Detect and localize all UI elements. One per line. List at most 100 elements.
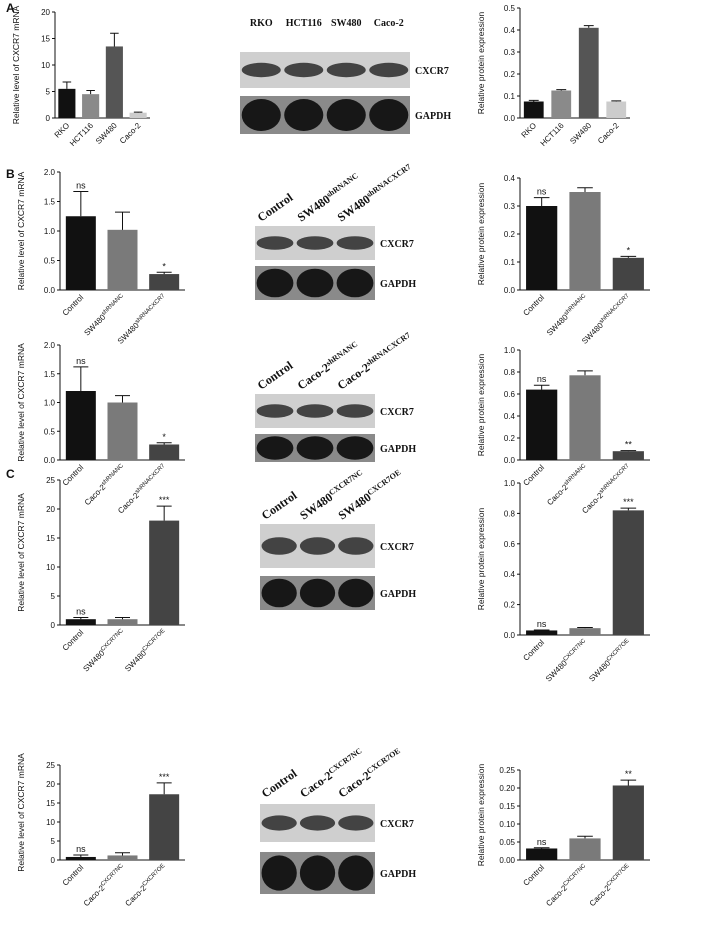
- category-superscript: CXCR7OE: [142, 628, 167, 653]
- significance-label: ns: [537, 837, 547, 847]
- significance-label: **: [625, 440, 633, 450]
- bar: [569, 192, 601, 290]
- bar: [149, 444, 180, 460]
- category-name: Caco-2: [118, 121, 143, 146]
- y-tick-label: 0.1: [504, 92, 516, 101]
- band-label: CXCR7: [380, 407, 414, 418]
- blot-band: [261, 537, 297, 555]
- y-tick-label: 15: [46, 534, 55, 543]
- category-superscript: CXCR7OE: [142, 863, 167, 888]
- band-label: GAPDH: [380, 869, 416, 880]
- lane-superscript: CXCR7OE: [365, 746, 402, 776]
- blot-band: [326, 62, 366, 78]
- lane-label: RKO: [250, 18, 273, 29]
- y-tick-label: 2.0: [44, 168, 56, 177]
- x-tick-label: Control: [521, 638, 546, 663]
- category-name: HCT116: [539, 121, 566, 148]
- blot-band: [299, 578, 336, 608]
- y-axis-label: Relative level of CXCR7 mRNA: [11, 5, 21, 124]
- y-axis-label: Relative level of CXCR7 mRNA: [16, 493, 26, 612]
- category-superscript: shRNANC: [101, 293, 125, 317]
- significance-label: ns: [537, 619, 547, 629]
- error-bar: [583, 25, 594, 28]
- category-name: Caco-2: [596, 121, 621, 146]
- significance-label: ns: [537, 187, 547, 197]
- significance-label: ***: [623, 497, 634, 507]
- category-superscript: shRNACXCR7: [599, 293, 632, 326]
- lane-superscript: CXCR7NC: [326, 746, 363, 776]
- y-tick-label: 0.4: [504, 570, 516, 579]
- lane-label: Caco-2: [374, 18, 404, 29]
- x-tick-label: SW480shRNACXCR7: [580, 293, 633, 346]
- x-tick-label: Control: [61, 463, 86, 488]
- x-tick-label: Caco-2CXCR7OE: [588, 863, 633, 908]
- bar: [65, 216, 96, 290]
- bar: [526, 206, 558, 290]
- x-tick-label: Caco-2shRNACXCR7: [580, 463, 633, 516]
- y-axis-label: Relative level of CXCR7 mRNA: [16, 171, 26, 290]
- y-tick-label: 0.0: [504, 631, 516, 640]
- y-tick-label: 0: [46, 114, 51, 123]
- y-axis-label: Relative level of CXCR7 mRNA: [16, 343, 26, 462]
- band-label: CXCR7: [380, 819, 414, 830]
- y-tick-label: 10: [46, 818, 55, 827]
- y-tick-label: 20: [46, 780, 55, 789]
- bar: [149, 794, 180, 860]
- error-bar: [86, 89, 95, 95]
- panel-label: B: [6, 167, 15, 181]
- lane-name: Caco-2: [374, 18, 404, 29]
- blot-band: [336, 268, 374, 298]
- x-tick-label: HCT116: [539, 121, 566, 148]
- y-tick-label: 0.2: [504, 230, 516, 239]
- y-tick-label: 0.6: [504, 540, 516, 549]
- x-tick-label: RKO: [53, 121, 72, 140]
- error-bar: [73, 190, 89, 217]
- significance-label: ns: [537, 374, 547, 384]
- y-tick-label: 5: [51, 837, 56, 846]
- x-tick-label: Caco-2shRNANC: [545, 463, 590, 508]
- error-bar: [156, 782, 172, 795]
- category-superscript: shRNACXCR7: [134, 293, 167, 326]
- blot-band: [256, 436, 294, 460]
- y-tick-label: 0.0: [504, 286, 516, 295]
- y-tick-label: 10: [46, 563, 55, 572]
- bar: [523, 101, 544, 118]
- x-tick-label: HCT116: [68, 121, 95, 148]
- lane-name: Control: [259, 488, 300, 523]
- bar: [58, 88, 76, 118]
- x-tick-label: Caco-2shRNANC: [83, 463, 128, 508]
- error-bar: [577, 627, 593, 629]
- bar: [569, 628, 601, 635]
- lane-label: Control: [255, 358, 296, 393]
- lane-label: SW480: [331, 18, 362, 29]
- x-tick-label: Control: [61, 293, 86, 318]
- error-bar: [533, 197, 550, 206]
- blot-band: [256, 404, 294, 418]
- y-tick-label: 0.5: [44, 427, 56, 436]
- y-tick-label: 0.8: [504, 368, 516, 377]
- bar: [551, 90, 572, 118]
- lane-name: Control: [259, 766, 300, 801]
- y-axis-label: Relative protein expression: [476, 11, 486, 114]
- y-tick-label: 5: [46, 88, 51, 97]
- x-tick-label: SW480: [568, 121, 593, 146]
- blot-band: [299, 855, 336, 891]
- category-name: Control: [61, 293, 86, 318]
- x-tick-label: Caco-2shRNACXCR7: [116, 463, 169, 516]
- error-bar: [533, 384, 550, 390]
- x-tick-label: Caco-2: [596, 121, 621, 146]
- category-name: Control: [61, 628, 86, 653]
- error-bar: [115, 616, 130, 620]
- lane-label: Caco-2shRNACXCR7: [334, 330, 414, 392]
- x-tick-label: Control: [521, 863, 546, 888]
- y-tick-label: 2.0: [44, 341, 56, 350]
- error-bar: [577, 370, 593, 376]
- category-superscript: CXCR7OE: [606, 638, 631, 663]
- category-superscript: shRNACXCR7: [134, 463, 167, 496]
- bar: [612, 257, 644, 290]
- y-tick-label: 0.1: [504, 258, 516, 267]
- lane-superscript: shRNACXCR7: [364, 162, 412, 199]
- error-bar: [110, 32, 119, 47]
- error-bar: [133, 111, 143, 113]
- y-tick-label: 0.0: [44, 456, 56, 465]
